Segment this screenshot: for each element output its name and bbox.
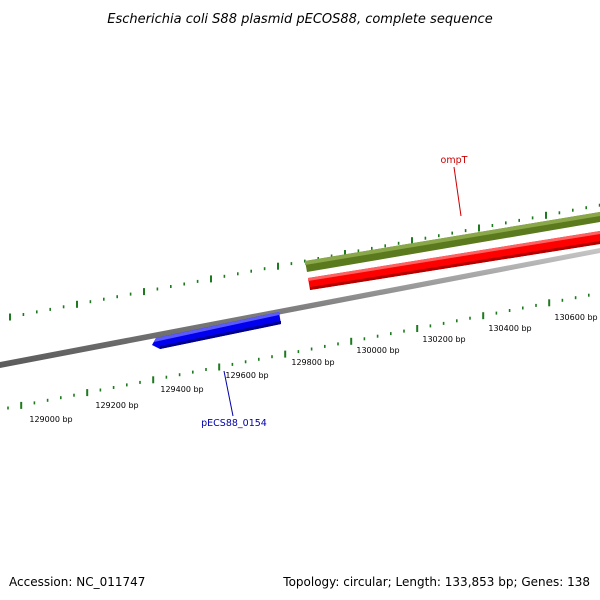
- ruler-label-129200: 129200 bp: [95, 401, 138, 410]
- ruler-label-129000: 129000 bp: [29, 415, 72, 424]
- inner-tick-ruler: [7, 293, 590, 410]
- gene-pecs88-0154-arrow[interactable]: [152, 312, 281, 349]
- gene-label-pecs88-0154[interactable]: pECS88_0154: [201, 418, 267, 429]
- sequence-backbone: [0, 248, 600, 368]
- ruler-labels: 129000 bp 129200 bp 129400 bp 129600 bp 1298…: [29, 313, 597, 424]
- ruler-label-130200: 130200 bp: [422, 335, 465, 344]
- ruler-label-129400: 129400 bp: [160, 385, 203, 394]
- outer-tick-ruler: [9, 203, 600, 321]
- map-title: Escherichia coli S88 plasmid pECOS88, co…: [107, 12, 492, 27]
- feature-track-olive: [305, 212, 600, 272]
- topology-summary: Topology: circular; Length: 133,853 bp; …: [282, 575, 590, 589]
- accession-text: Accession: NC_011747: [9, 575, 145, 589]
- gene-ompT-arrow[interactable]: [308, 231, 600, 290]
- pecs88-0154-label-leader: [223, 370, 234, 417]
- ompT-label-leader: [453, 166, 462, 217]
- ruler-label-130600: 130600 bp: [554, 313, 597, 322]
- gene-label-ompT[interactable]: ompT: [441, 155, 468, 166]
- ruler-label-130400: 130400 bp: [488, 324, 531, 333]
- ruler-label-130000: 130000 bp: [356, 346, 399, 355]
- ruler-label-129600: 129600 bp: [225, 371, 268, 380]
- ruler-label-129800: 129800 bp: [291, 358, 334, 367]
